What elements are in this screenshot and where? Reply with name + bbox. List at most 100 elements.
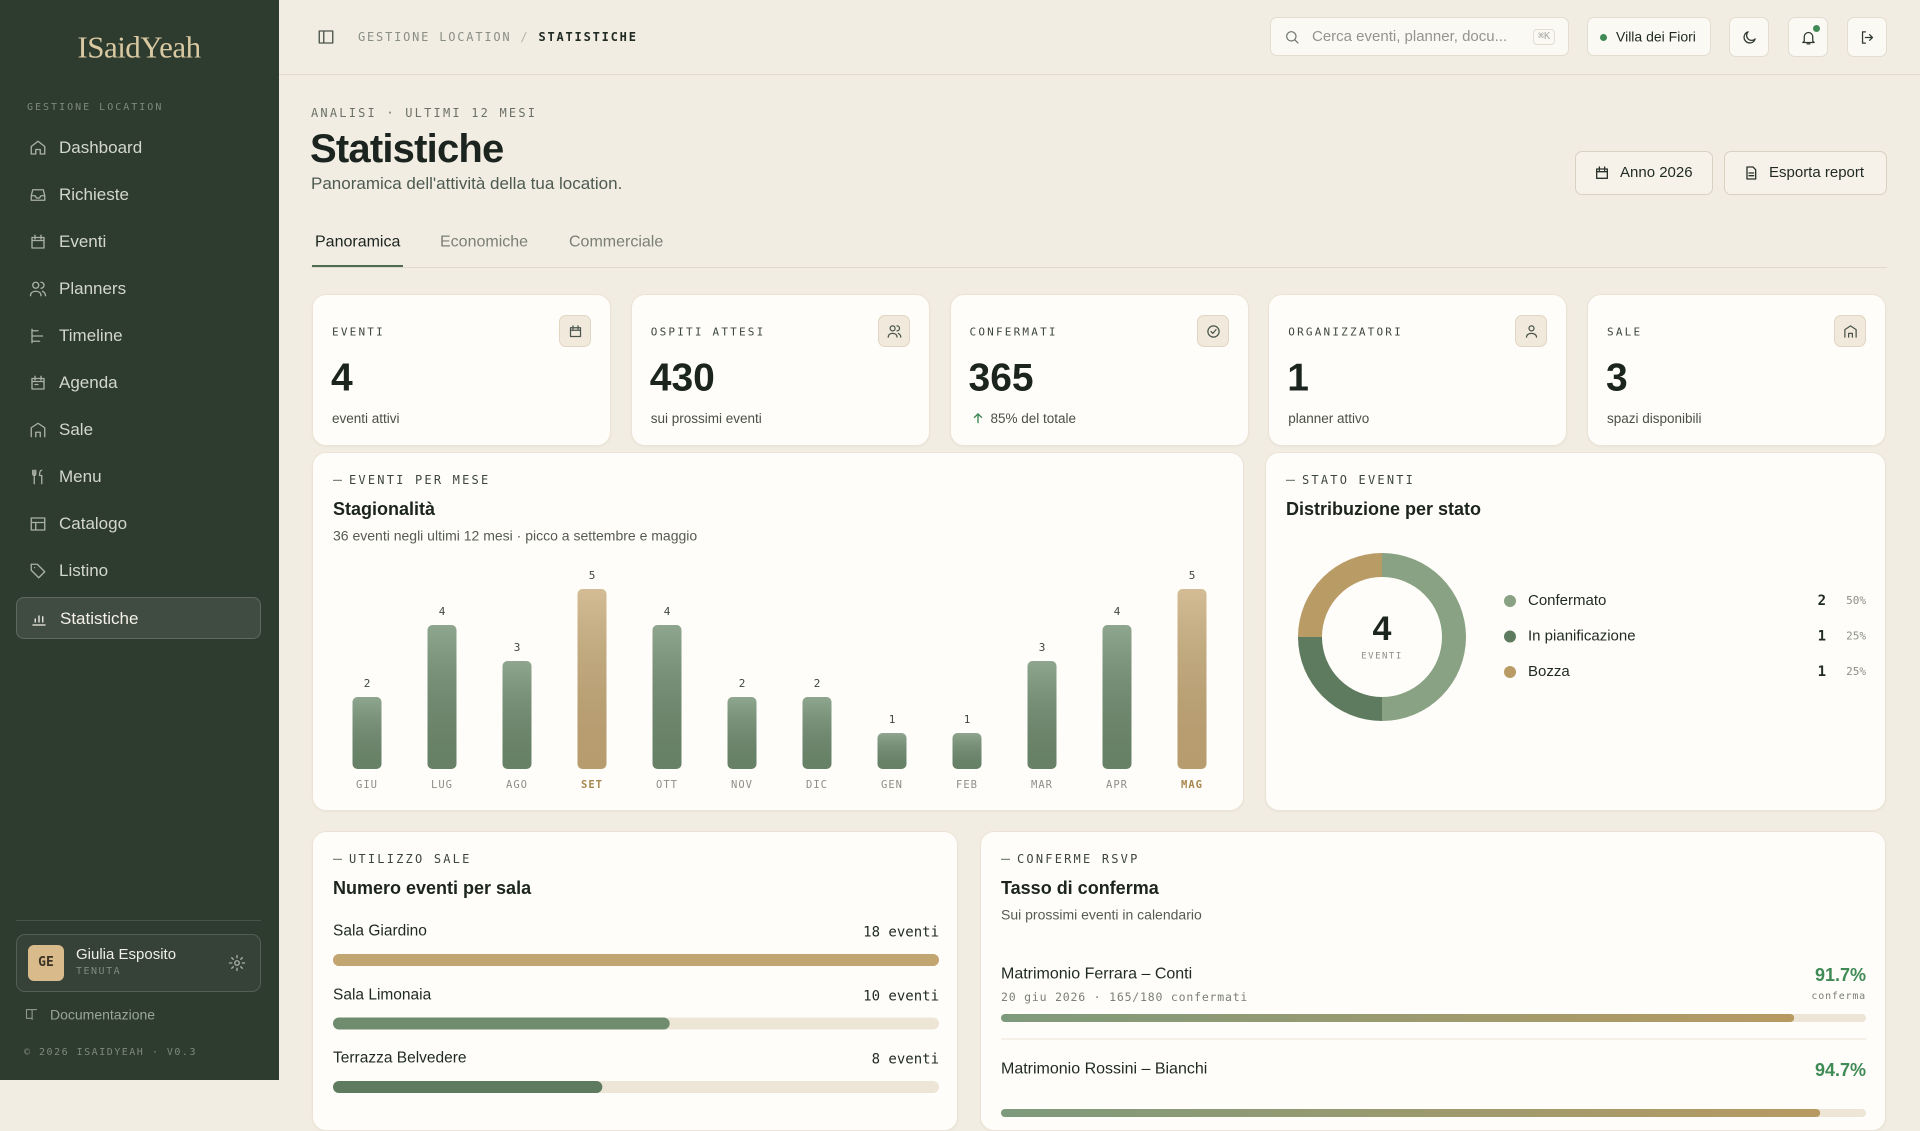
x-tick-label: OTT: [656, 779, 678, 791]
x-tick-label: GIU: [356, 779, 378, 791]
nav-item[interactable]: Statistiche: [16, 597, 261, 639]
kpi-label: ORGANIZZATORI: [1288, 325, 1403, 339]
nav-item[interactable]: Catalogo: [16, 503, 261, 545]
header-button-label: Esporta report: [1769, 164, 1865, 181]
x-tick-label: FEB: [956, 779, 978, 791]
rsvp-event-name: Matrimonio Ferrara – Conti: [1001, 965, 1193, 983]
search-box[interactable]: Cerca eventi, planner, docu... ⌘K: [1270, 17, 1569, 56]
nav-item[interactable]: Menu: [16, 456, 261, 498]
icon-path: [1596, 166, 1608, 179]
rsvp-event-name: Matrimonio Rossini – Bianchi: [1001, 1060, 1208, 1078]
avatar-initials: GE: [38, 955, 54, 971]
nav-label: Sale: [59, 419, 94, 439]
header-button[interactable]: Anno 2026: [1575, 151, 1713, 195]
nav-item[interactable]: Richieste: [16, 174, 261, 216]
breadcrumb-item: GESTIONE LOCATION: [358, 30, 512, 44]
kpi-icon: [559, 315, 591, 347]
room-bar: [333, 1017, 670, 1030]
icon-path: [1206, 325, 1220, 338]
icon-path: [569, 325, 582, 338]
icon-path: [1746, 166, 1757, 180]
donut-center-value: 4: [1373, 610, 1392, 648]
x-tick-label: SET: [581, 779, 603, 791]
bar-value-label: 5: [589, 569, 596, 582]
location-switch[interactable]: Villa dei Fiori: [1587, 17, 1711, 56]
bar: [1102, 625, 1132, 769]
user-role: TENUTA: [76, 966, 122, 977]
section-label: GESTIONE LOCATION: [27, 102, 164, 113]
notifications-button[interactable]: [1788, 17, 1828, 57]
bar: [652, 625, 682, 769]
x-tick-label: AGO: [506, 779, 528, 791]
room-value-label: 18 eventi: [863, 924, 939, 941]
kpi-value: 430: [649, 356, 715, 400]
icon: [30, 422, 46, 438]
nav-item[interactable]: Timeline: [16, 315, 261, 357]
kpi-note: sui prossimi eventi: [650, 410, 762, 426]
tab[interactable]: Panoramica: [315, 233, 401, 251]
x-tick-label: MAG: [1181, 779, 1203, 791]
header-button[interactable]: Esporta report: [1724, 151, 1887, 195]
logout-button[interactable]: [1847, 17, 1887, 57]
bar-value-label: 3: [514, 641, 521, 654]
bar-shade: [952, 733, 982, 769]
nav-label: Eventi: [59, 231, 107, 251]
bar: [877, 733, 907, 769]
legend-count: 1: [1818, 629, 1826, 645]
kpi-value: 4: [331, 356, 353, 400]
icon: [1802, 31, 1815, 45]
tab[interactable]: Commerciale: [569, 233, 664, 251]
icon-path: [318, 30, 334, 44]
nav-item[interactable]: Sale: [16, 409, 261, 451]
breadcrumb-separator: /: [520, 30, 530, 44]
nav-item[interactable]: Listino: [16, 550, 261, 592]
room-name: Sala Giardino: [333, 922, 427, 940]
tab-underline: [312, 265, 403, 267]
bar: [352, 697, 382, 769]
page: Statistiche { "sidebar": { "brand": "ISa…: [0, 0, 1920, 1080]
nav-item[interactable]: Planners: [16, 268, 261, 310]
legend-label: Bozza: [1528, 663, 1570, 680]
nav-label: Dashboard: [59, 137, 143, 157]
rsvp-bars: [1001, 1014, 1866, 1117]
donut-segment: [1298, 553, 1382, 637]
legend-label: Confermato: [1528, 592, 1606, 609]
icon-path: [30, 517, 46, 531]
location-name: Villa dei Fiori: [1616, 28, 1696, 45]
icon: [1206, 325, 1220, 338]
tab[interactable]: Economiche: [440, 233, 529, 251]
rsvp-caption: conferma: [1811, 991, 1866, 1002]
bar-shade: [1102, 625, 1132, 769]
x-tick-label: LUG: [431, 779, 453, 791]
room-bar: [333, 1081, 603, 1093]
user-card[interactable]: GE Giulia Esposito TENUTA: [16, 934, 261, 992]
footer: © 2026 ISAIDYEAH · V0.3: [24, 1047, 197, 1058]
room-bar-track: [333, 954, 939, 966]
chart-card: EVENTI PER MESE Stagionalità 36 eventi neg…: [312, 452, 1244, 811]
kpi-note: 85% del totale: [990, 410, 1077, 426]
bar: [427, 625, 457, 769]
nav-item[interactable]: Dashboard: [16, 127, 261, 169]
nav-item[interactable]: Agenda: [16, 362, 261, 404]
icon: [30, 189, 46, 201]
card-title: Numero eventi per sala: [333, 878, 532, 899]
bar-value-label: 4: [1114, 605, 1121, 618]
room-value-label: 10 eventi: [863, 988, 939, 1005]
kpi-card: OSPITI ATTESI 430 sui prossimi eventi: [630, 294, 930, 446]
icon: [31, 375, 45, 390]
bar-value-label: 4: [664, 605, 671, 618]
bar-shade: [877, 733, 907, 769]
kpi-card: EVENTI 4 eventi attivi: [312, 294, 611, 446]
icon: [30, 517, 46, 531]
donut-segment: [1382, 553, 1466, 721]
icon: [29, 281, 47, 297]
icon: [1526, 325, 1538, 338]
theme-toggle-button[interactable]: [1729, 17, 1769, 57]
bar-value-label: 3: [1039, 641, 1046, 654]
sidebar: ISaidYeah GESTIONE LOCATION Dashboard Richi…: [0, 0, 279, 1080]
bar-value-label: 5: [1189, 569, 1196, 582]
icon-path: [31, 375, 45, 390]
icon: [32, 469, 43, 485]
nav-item[interactable]: Eventi: [16, 221, 261, 263]
notification-dot: [1812, 24, 1821, 33]
